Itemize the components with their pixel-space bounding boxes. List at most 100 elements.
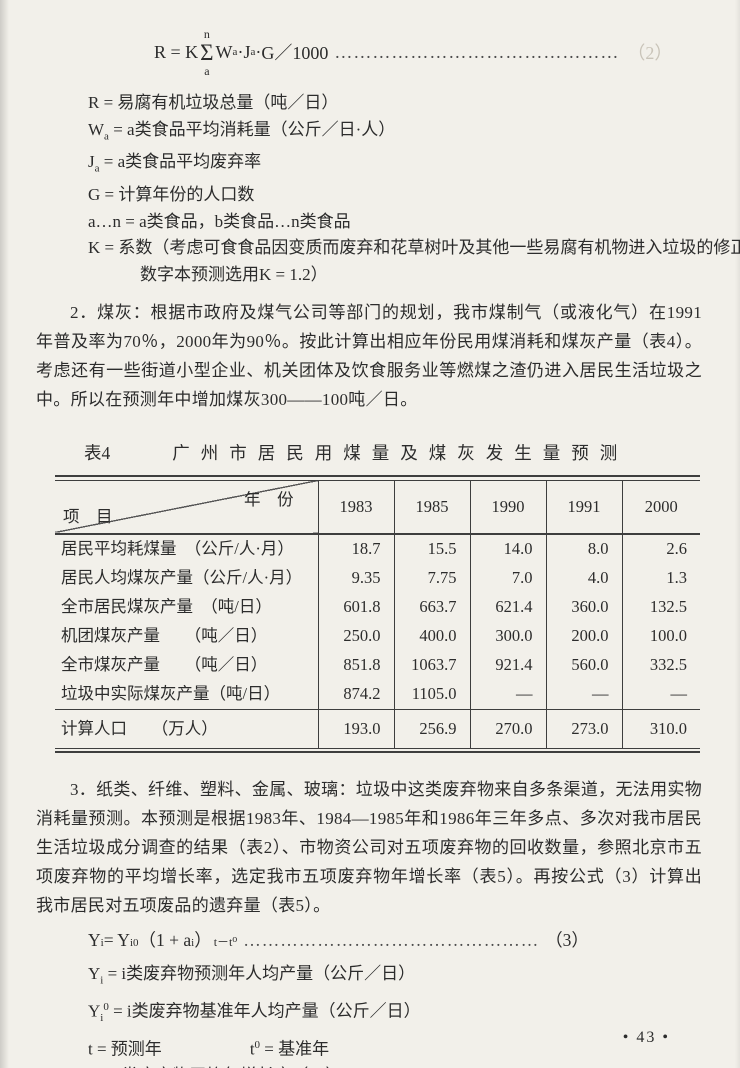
table-cell: 7.75 [393,563,470,593]
table-row: 全市居民煤灰产量 （吨/日） 601.8 663.7 621.4 360.0 1… [55,592,700,622]
table-cell: 621.4 [469,592,546,622]
year-header: 1990 [469,480,546,535]
table-cell: 851.8 [317,650,394,680]
def-wa-sub: a [104,129,109,142]
row-label: 全市居民煤灰产量 （吨/日） [61,597,272,617]
table-cell: 874.2 [317,679,394,710]
def-yi0-sup: 0 [103,1001,109,1014]
formula-term-w: W [215,41,233,62]
formula-number-3: （3） [545,930,589,951]
def-yi0-text: = i类废弃物基准年人均产量（公斤／日） [108,1001,421,1021]
dotted-leader: ………………………………………… [243,930,540,951]
formula-term-j: J [243,41,251,62]
table-cell: 4.0 [545,563,622,593]
def-t0-sup: 0 [254,1038,261,1051]
def-t0-text: = 基准年 [260,1039,330,1059]
table-cell: 256.9 [393,708,470,749]
row-label: 全市煤灰产量 （吨／日） [61,655,268,675]
row-label: 垃圾中实际煤灰产量（吨/日） [61,684,281,704]
formula3-close: ） [194,930,212,951]
table-row: 垃圾中实际煤灰产量（吨/日） 874.2 1105.0 — — — [55,679,700,710]
table-footer-row: 计算人口 （万人） 193.0 256.9 270.0 273.0 310.0 [55,708,700,749]
formula-term-w-sub: a [232,46,238,58]
def-ja-sub: a [94,162,100,175]
definition-yi0: Yi0 = i类废弃物基准年人均产量（公斤／日） [88,994,702,1032]
page-number: • 43 • [622,1029,670,1046]
definition-wa: Wa = a类食品平均消耗量（公斤／日·人） [88,117,702,150]
table4-label: 表4 [84,443,111,464]
formula3-exponent: t－t⁰ [213,935,238,950]
table-cell: 273.0 [545,708,622,749]
table-cell: 310.0 [621,708,700,749]
definition-g: G = 计算年份的人口数 [88,185,255,205]
table-cell: 9.35 [317,563,394,593]
def-ja-symbol: J [88,152,95,172]
def-ai-symbol: a [88,1066,96,1068]
def-yi0-sub: i [100,1012,104,1025]
table4-wrapper: 年 份 项 目 1983 1985 1990 1991 2000 居民平均耗煤量… [55,475,700,754]
year-header: 1991 [545,480,622,535]
definition-k: K = 系数（考虑可食食品因变质而废弃和花草树叶及其他一些易腐有机物进入垃圾的修… [88,238,740,284]
table-cell: 15.5 [393,533,470,564]
row-label: 机团煤灰产量 （吨／日） [61,626,268,646]
paragraph-paper-fiber: 3．纸类、纤维、塑料、金属、玻璃：垃圾中这类废弃物来自多条渠道，无法用实物消耗量… [36,780,702,916]
table-cell: 1.3 [621,563,700,593]
def-wa-symbol: W [88,119,105,139]
row-label: 居民人均煤灰产量（公斤/人·月） [61,568,303,588]
definition-r: R = 易腐有机垃圾总量（吨／日） [88,93,339,112]
table-cell: 14.0 [469,533,546,564]
definition-ai: ai = i类废弃物平均年增长率（％） [88,1063,702,1068]
table-cell: 18.7 [317,533,394,564]
table-cell: 332.5 [621,650,700,680]
table-cell: — [469,679,546,710]
formula3-y: Y [88,930,101,951]
table-cell: 2.6 [621,533,700,564]
table4-title: 广州市居民用煤量及煤灰发生量预测 [172,443,629,464]
table-cell: 1105.0 [393,679,470,710]
summation-lower-limit: a [204,63,210,78]
table-cell: 663.7 [393,592,470,622]
table-cell: 300.0 [469,621,546,651]
sigma-glyph: Σ [200,39,214,65]
summation-upper-limit: n [203,26,210,41]
table-cell: 7.0 [469,563,546,593]
formula3-definitions: Yi = i类废弃物预测年人均产量（公斤／日） Yi0 = i类废弃物基准年人均… [88,961,702,1068]
formula-dot: · [237,41,244,62]
paragraph-coal-ash: 2．煤灰：根据市政府及煤气公司等部门的规划，我市煤制气（或液化气）在1991年普… [36,303,702,410]
table-cell: — [621,679,700,710]
formula-number-2: （2） [627,43,673,63]
table-cell: 270.0 [469,708,546,749]
table-cell: 250.0 [317,621,394,651]
table-cell: 1063.7 [393,650,470,680]
def-t0-symbol: t [249,1039,255,1059]
formula3-y0-sup: 0 [133,937,139,950]
table-row: 居民人均煤灰产量（公斤/人·月） 9.35 7.75 7.0 4.0 1.3 [55,563,700,593]
formula3-y0-sub: i [129,937,133,950]
table4-caption: 表4 广州市居民用煤量及煤灰发生量预测 [84,440,702,465]
def-ja-text: = a类食品平均废弃率 [99,152,262,172]
formula3-eq: = Y [103,930,130,951]
table-cell: 360.0 [545,592,622,622]
table-cell: 132.5 [621,592,700,622]
summation-symbol: n Σ a [200,28,213,77]
table-cell: — [545,679,622,710]
table-cell: 100.0 [621,621,700,651]
row-label: 居民平均耗煤量 （公斤/人·月） [61,539,294,559]
def-t-text: t = 预测年 [88,1039,162,1059]
def-ai-text: = i类废弃物平均年增长率（％） [99,1066,343,1068]
corner-item-label: 项 目 [63,506,113,526]
table4: 年 份 项 目 1983 1985 1990 1991 2000 居民平均耗煤量… [55,479,700,749]
def-yi0-symbol: Y [88,1001,101,1021]
definition-ja: Ja = a类食品平均废弃率 [88,149,702,182]
table-row: 全市煤灰产量 （吨／日） 851.8 1063.7 921.4 560.0 33… [55,650,700,680]
dotted-leader: ……………………………………… [334,41,620,62]
definition-an: a…n = a类食品，b类食品…n类食品 [88,211,351,231]
formula3-paren: （1 + a [138,930,192,951]
table-cell: 921.4 [469,650,546,680]
def-wa-text: = a类食品平均消耗量（公斤／日·人） [108,119,396,139]
formula-dot: · [255,41,262,62]
table-cell: 560.0 [545,650,622,680]
